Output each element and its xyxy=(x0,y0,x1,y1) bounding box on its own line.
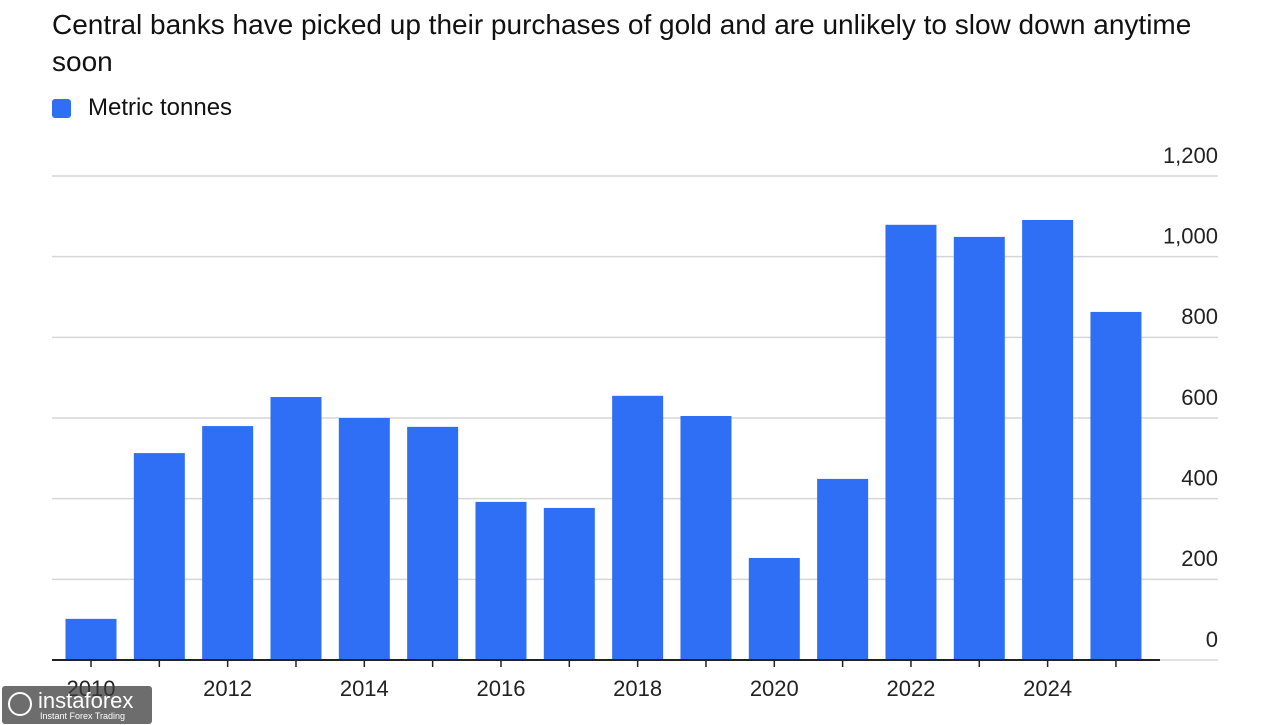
bar xyxy=(407,426,459,660)
watermark: instaforex Instant Forex Trading xyxy=(2,686,152,724)
y-tick-label: 1,200 xyxy=(1163,143,1218,168)
y-tick-label: 600 xyxy=(1181,385,1218,410)
watermark-brand: instaforex xyxy=(38,688,134,713)
y-tick-label: 800 xyxy=(1181,304,1218,329)
y-tick-label: 400 xyxy=(1181,465,1218,490)
bar xyxy=(270,397,322,660)
bar xyxy=(133,453,185,660)
x-tick-label: 2016 xyxy=(477,676,526,701)
watermark-tagline: Instant Forex Trading xyxy=(40,711,126,721)
bar xyxy=(1090,311,1142,660)
bar xyxy=(612,395,664,660)
x-tick-label: 2024 xyxy=(1023,676,1072,701)
bar xyxy=(680,415,732,660)
bar xyxy=(1022,219,1074,661)
y-tick-label: 200 xyxy=(1181,546,1218,571)
legend: Metric tonnes xyxy=(52,94,232,122)
bar xyxy=(65,618,117,660)
x-tick-label: 2022 xyxy=(886,676,935,701)
bar xyxy=(202,426,254,660)
legend-swatch xyxy=(52,98,71,118)
bar xyxy=(885,224,937,660)
y-tick-label: 1,000 xyxy=(1163,223,1218,248)
bar xyxy=(748,557,800,660)
x-tick-label: 2012 xyxy=(203,676,252,701)
x-tick-label: 2014 xyxy=(340,676,389,701)
y-tick-label: 0 xyxy=(1206,627,1218,652)
watermark-icon xyxy=(8,692,32,716)
bar xyxy=(543,507,595,660)
bar xyxy=(817,478,869,660)
x-tick-label: 2018 xyxy=(613,676,662,701)
x-tick-label: 2020 xyxy=(750,676,799,701)
legend-label: Metric tonnes xyxy=(88,94,233,121)
bar xyxy=(475,501,527,660)
bar xyxy=(338,418,390,660)
chart-title: Central banks have picked up their purch… xyxy=(52,9,1192,77)
bar xyxy=(953,236,1005,661)
